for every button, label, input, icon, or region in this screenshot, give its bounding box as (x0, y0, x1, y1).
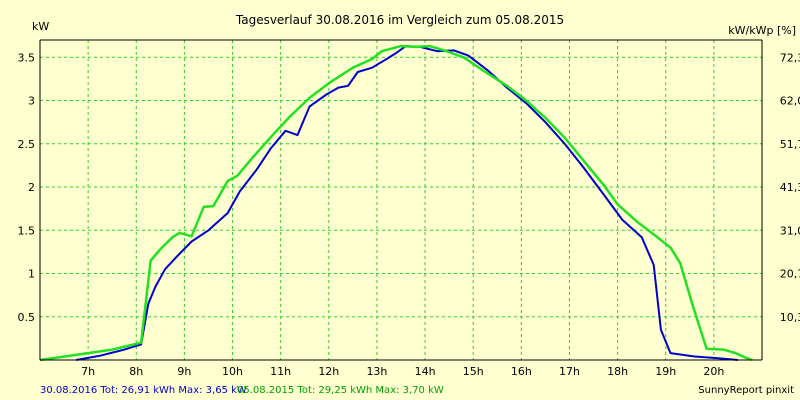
x-tick-label: 17h (559, 365, 580, 378)
y-tick-label: 2 (28, 181, 35, 194)
y2-tick-label: 51,7 (780, 138, 800, 151)
series-line-s2016 (75, 45, 738, 361)
legend-2016: 30.08.2016 Tot: 26,91 kWh Max: 3,65 kW (40, 385, 247, 396)
y-tick-label: 1.5 (18, 224, 36, 237)
x-tick-label: 9h (177, 365, 191, 378)
y2-tick-label: 62,0 (780, 95, 800, 108)
y2-axis-label: kW/kWp [%] (728, 24, 796, 37)
y2-tick-label: 72,3 (780, 51, 800, 64)
y2-tick-label: 10,3 (780, 311, 800, 324)
y2-tick-label: 20,7 (780, 268, 800, 281)
chart-title: Tagesverlauf 30.08.2016 im Vergleich zum… (235, 13, 564, 27)
y-tick-label: 1 (28, 268, 35, 281)
x-tick-label: 10h (222, 365, 243, 378)
x-tick-label: 8h (129, 365, 143, 378)
y-tick-label: 3 (28, 95, 35, 108)
plot-area (40, 40, 762, 360)
axes (39, 39, 763, 361)
legend-2015: 05.08.2015 Tot: 29,25 kWh Max: 3,70 kW (237, 385, 444, 396)
y-tick-label: 2.5 (18, 138, 36, 151)
x-tick-label: 14h (415, 365, 436, 378)
x-tick-label: 13h (366, 365, 387, 378)
tick-labels: 7h 8h 9h 10h 11h 12h 13h 14h 15h 16h 17h 18h 19h 20h 0… (18, 51, 800, 378)
grid (40, 40, 762, 360)
x-tick-label: 12h (318, 365, 339, 378)
y-tick-label: 3.5 (18, 51, 36, 64)
y-axis-label: kW (32, 20, 49, 33)
x-tick-label: 16h (511, 365, 532, 378)
x-tick-label: 19h (655, 365, 676, 378)
x-tick-label: 15h (463, 365, 484, 378)
brand-label: SunnyReport pinxit (698, 385, 794, 396)
series-line-s2015 (39, 44, 753, 362)
y2-tick-label: 31,0 (780, 224, 800, 237)
x-tick-label: 18h (607, 365, 628, 378)
x-tick-label: 7h (81, 365, 95, 378)
y-tick-label: 0.5 (18, 311, 36, 324)
x-tick-label: 11h (270, 365, 291, 378)
series-layer (39, 44, 753, 362)
x-tick-label: 20h (703, 365, 724, 378)
y2-tick-label: 41,3 (780, 181, 800, 194)
